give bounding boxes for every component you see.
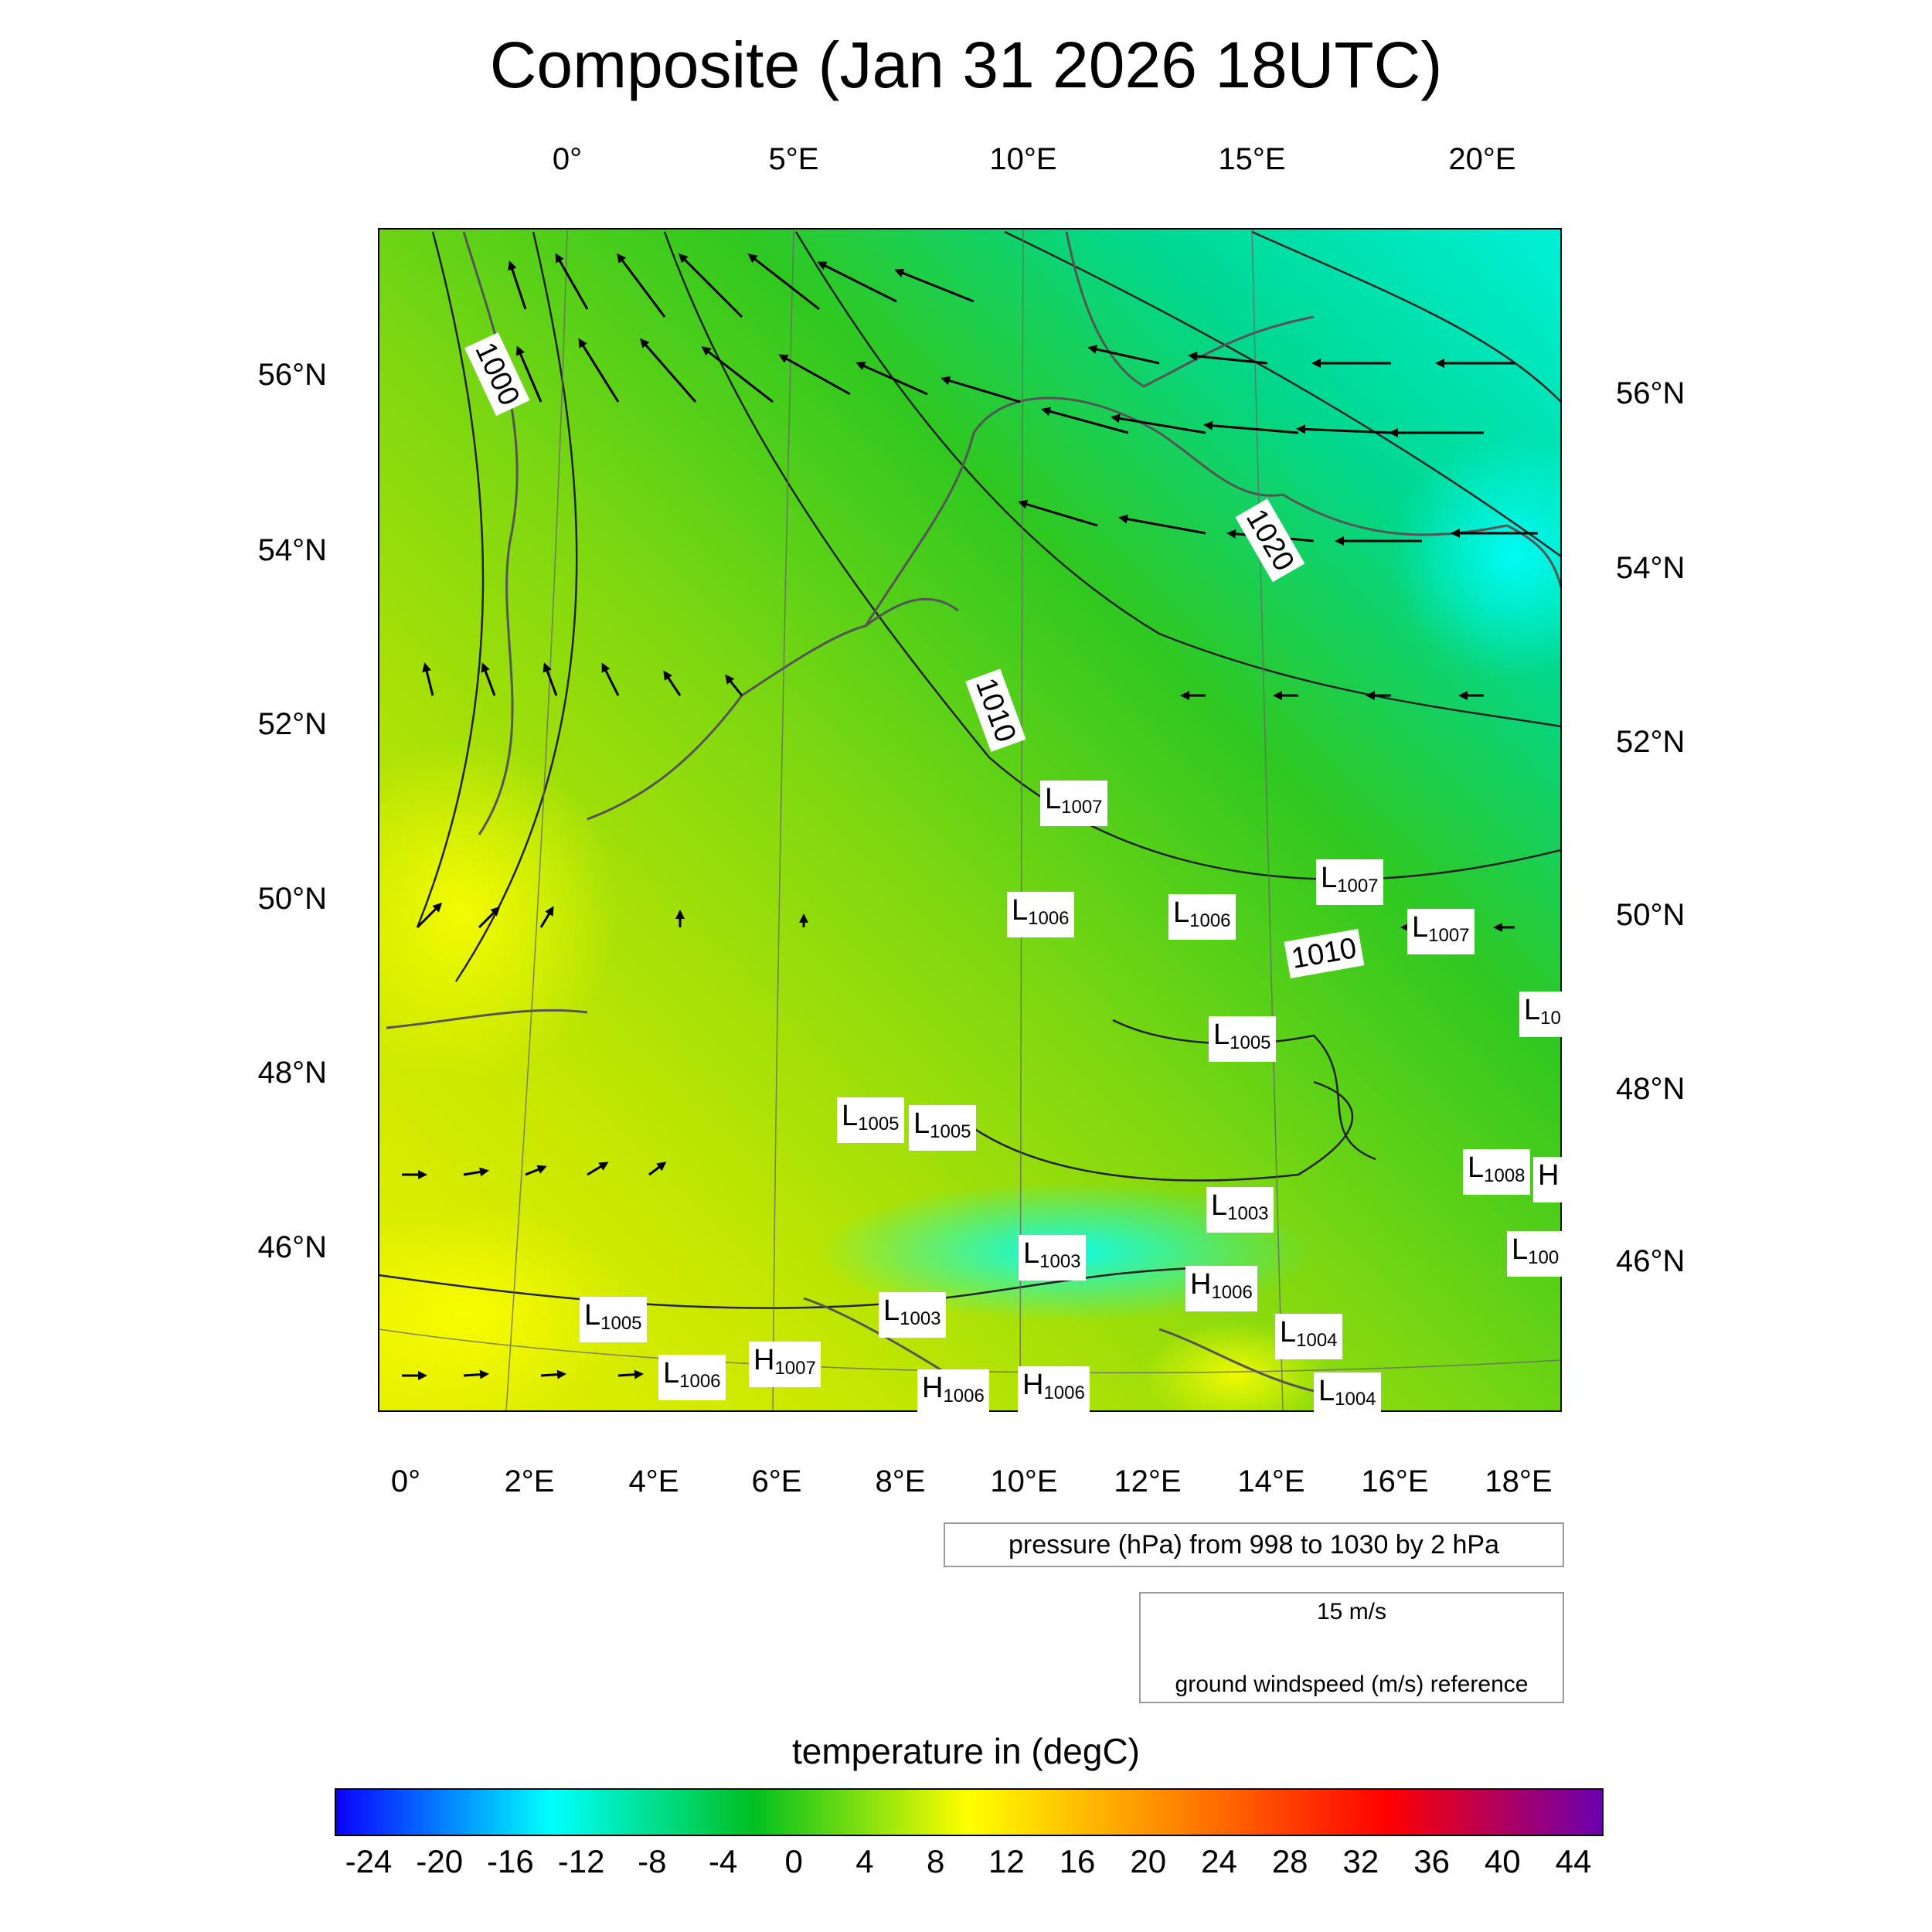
top-lon-label: 0° [552,142,583,176]
bottom-lon-label: 8°E [875,1464,926,1498]
pressure-center-label: L1007 [1316,859,1383,905]
bottom-lon-label: 10°E [990,1464,1058,1498]
left-lat-label: 46°N [257,1230,327,1264]
colorbar-tick-label: 24 [1201,1843,1237,1879]
colorbar-tick-label: 20 [1130,1843,1167,1879]
bottom-lon-label: 14°E [1237,1464,1305,1498]
top-lon-label: 15°E [1218,142,1286,176]
colorbar-tick-label: -8 [638,1843,667,1879]
colorbar-tick-label: 4 [855,1843,874,1879]
pressure-center-label: L1005 [837,1097,904,1143]
left-lat-label: 50°N [257,882,327,916]
pressure-center-label: L10 [1519,992,1566,1037]
pressure-center-label: L1003 [1206,1187,1274,1233]
pressure-center-label: L1006 [1168,894,1236,940]
colorbar [335,1788,1604,1836]
pressure-center-label: H1006 [1018,1366,1090,1412]
left-lat-label: 48°N [257,1056,327,1090]
warm-region-southwest [379,1206,634,1411]
pressure-center-label: L1007 [1407,909,1475,954]
wind-reference-speed: 15 m/s [1316,1599,1387,1624]
pressure-center-label: L1003 [879,1292,946,1338]
cold-region-baltic [1391,433,1561,680]
left-lat-label: 56°N [257,358,327,392]
pressure-center-label: H1006 [1185,1266,1257,1311]
right-lat-label: 48°N [1616,1072,1685,1106]
top-lon-label: 10°E [989,142,1057,176]
colorbar-tick-label: 36 [1413,1843,1450,1879]
colorbar-tick-label: 16 [1059,1843,1096,1879]
pressure-center-label: L1008 [1463,1149,1530,1195]
map-field [379,229,1561,1411]
pressure-center-label: L1006 [1007,892,1074,937]
colorbar-tick-label: -4 [708,1843,738,1879]
colorbar-tick-label: 0 [784,1843,803,1879]
pressure-center-label: H [1533,1157,1564,1202]
pressure-center-label: L1003 [1019,1235,1086,1281]
right-lat-label: 56°N [1616,376,1685,410]
pressure-center-label: L1005 [909,1105,976,1151]
left-lat-label: 52°N [257,707,327,741]
wind-reference-caption: ground windspeed (m/s) reference [1175,1672,1529,1697]
pressure-center-label: L100 [1507,1231,1564,1277]
figure-title: Composite (Jan 31 2026 18UTC) [489,29,1443,101]
pressure-center-label: L1007 [1040,781,1107,826]
bottom-lon-label: 12°E [1114,1464,1182,1498]
pressure-contour-note: pressure (hPa) from 998 to 1030 by 2 hPa [944,1522,1564,1567]
colorbar-tick-label: 8 [926,1843,945,1879]
colorbar-tick-label: -20 [416,1843,464,1879]
wind-vectors [402,253,1538,1380]
bottom-lon-label: 4°E [628,1464,679,1498]
bottom-lon-label: 16°E [1361,1464,1429,1498]
bottom-lon-label: 6°E [751,1464,802,1498]
bottom-lon-label: 2°E [504,1464,555,1498]
right-lat-label: 50°N [1616,898,1685,932]
pressure-center-label: H1006 [917,1369,989,1415]
colorbar-tick-label: 28 [1271,1843,1308,1879]
pressure-center-label: L1004 [1314,1372,1381,1418]
pressure-center-label: L1005 [580,1297,647,1342]
warm-region-west [379,742,618,1082]
colorbar-tick-label: 12 [988,1843,1025,1879]
colorbar-tick-label: -24 [345,1843,393,1879]
left-lat-label: 54°N [257,533,327,567]
top-lon-label: 20°E [1448,142,1516,176]
top-lon-label: 5°E [768,142,819,176]
colorbar-tick-label: 44 [1555,1843,1592,1879]
pressure-center-label: L1005 [1209,1016,1276,1062]
pressure-center-label: H1007 [749,1342,821,1387]
wind-reference-box: 15 m/s ground windspeed (m/s) reference [1139,1592,1564,1703]
bottom-lon-label: 0° [390,1464,421,1498]
pressure-center-label: L1004 [1275,1314,1342,1359]
colorbar-title: temperature in (degC) [792,1731,1140,1771]
colorbar-tick-label: 40 [1484,1843,1521,1879]
right-lat-label: 52°N [1616,725,1685,759]
colorbar-tick-label: 32 [1342,1843,1379,1879]
right-lat-label: 54°N [1616,551,1685,585]
right-lat-label: 46°N [1616,1244,1685,1278]
coastlines [386,231,1561,1393]
colorbar-tick-label: -12 [557,1843,605,1879]
isobars [379,230,1561,1309]
bottom-lon-label: 18°E [1485,1464,1553,1498]
colorbar-tick-label: -16 [487,1843,534,1879]
pressure-center-label: L1006 [658,1355,726,1400]
